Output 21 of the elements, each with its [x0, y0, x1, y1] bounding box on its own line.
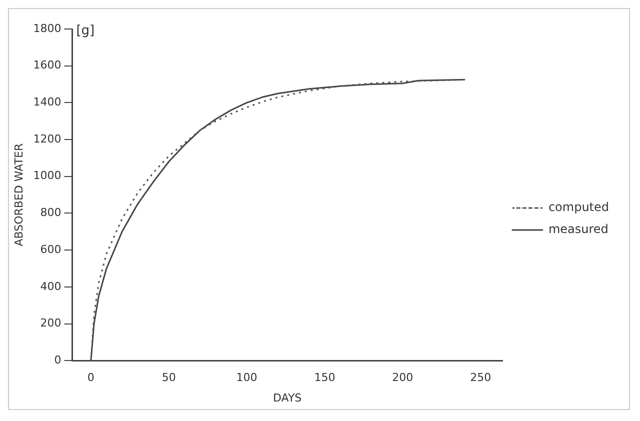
legend-label: computed [548, 200, 610, 214]
y-tick-label: 1400 [33, 96, 62, 109]
x-tick-label: 150 [314, 371, 336, 384]
y-tick-label: 400 [40, 280, 62, 293]
y-tick-label: 200 [40, 316, 62, 330]
y-tick-label: 800 [40, 206, 62, 220]
y-tick-label: 600 [40, 242, 62, 256]
legend-label: measured [548, 222, 608, 236]
x-tick-label: 250 [470, 371, 492, 384]
y-tick-label: 1600 [33, 58, 62, 72]
y-tick-label: 0 [54, 353, 62, 366]
x-tick-label: 100 [236, 371, 258, 384]
y-axis-title: ABSORBED WATER [12, 143, 26, 246]
y-tick-label: 1800 [33, 22, 62, 35]
x-axis-title: DAYS [272, 391, 302, 404]
x-tick-label: 50 [162, 371, 176, 384]
x-tick-label: 200 [392, 371, 414, 384]
y-tick-label: 1000 [33, 169, 62, 182]
y-tick-label: 1200 [33, 132, 62, 146]
x-tick-label: 0 [87, 371, 94, 384]
annotation: [g] [76, 23, 95, 38]
